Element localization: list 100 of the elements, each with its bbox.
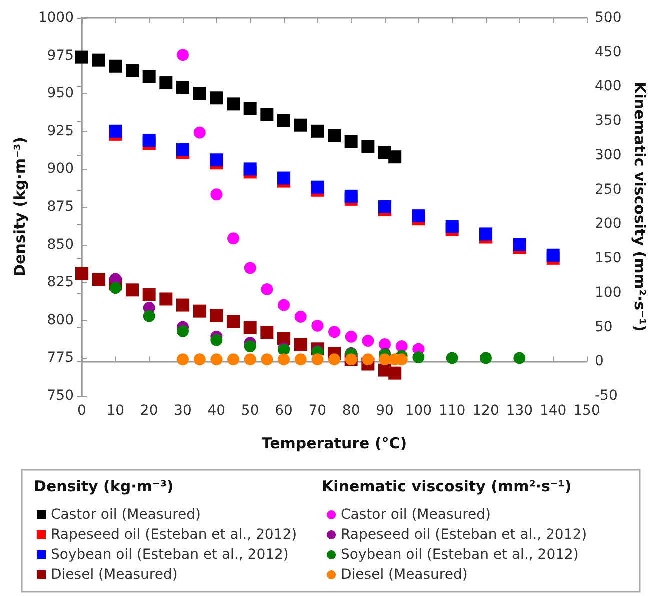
point <box>160 76 173 90</box>
point <box>210 354 223 366</box>
point <box>244 102 257 116</box>
y2-tick-label: 450 <box>595 44 622 60</box>
point <box>378 200 392 214</box>
x-tick-label: 100 <box>405 403 432 419</box>
x-tick-label: 90 <box>376 403 394 419</box>
y2-tick-label: 0 <box>595 354 604 370</box>
point <box>446 220 459 234</box>
point <box>76 50 88 64</box>
point <box>514 352 526 364</box>
y2-tick-label: 400 <box>595 78 622 95</box>
text: Kinematic viscosity (mm²·s⁻¹) <box>322 478 572 496</box>
point <box>480 352 492 364</box>
y-tick-label: 750 <box>47 388 74 404</box>
text: Density (kg·m⁻³) <box>34 478 174 496</box>
point <box>362 335 374 348</box>
y2-tick-label: 100 <box>595 284 622 301</box>
point <box>278 172 290 185</box>
point <box>278 299 290 312</box>
point <box>227 98 240 111</box>
point <box>261 283 274 296</box>
x-tick-label: 0 <box>78 403 86 419</box>
y-tick-label: 825 <box>47 274 74 291</box>
point <box>388 366 402 380</box>
point <box>177 49 189 62</box>
y-tick-label: 950 <box>47 86 74 102</box>
y-tick-label: 800 <box>47 312 74 328</box>
x-tick-label: 60 <box>275 403 293 419</box>
point <box>210 92 224 105</box>
y-tick-label: 975 <box>47 48 74 64</box>
point <box>311 180 324 194</box>
point <box>446 352 458 364</box>
point <box>344 190 358 203</box>
point <box>546 248 560 262</box>
point <box>193 87 206 100</box>
point <box>109 124 122 138</box>
point <box>362 354 374 366</box>
point <box>312 354 324 366</box>
x-tick-label: 110 <box>438 403 466 419</box>
point <box>278 332 290 346</box>
point <box>92 273 106 286</box>
point <box>210 309 224 322</box>
point <box>92 54 106 67</box>
point <box>278 354 290 366</box>
y2-tick-label: 150 <box>595 250 622 267</box>
point <box>412 352 425 364</box>
point <box>244 262 256 274</box>
point <box>228 232 240 245</box>
point <box>388 150 402 164</box>
point <box>379 354 391 366</box>
y2-axis-title: Kinematic viscosity (mm²·s⁻¹) <box>631 82 650 332</box>
y-tick-label: 875 <box>47 199 74 215</box>
point <box>513 238 526 252</box>
point <box>328 326 340 338</box>
legend-label: Rapeseed oil (Esteban et al., 2012) <box>51 527 298 543</box>
point <box>126 284 139 297</box>
point <box>244 162 257 176</box>
legend-label: Soybean oil (Esteban et al., 2012) <box>51 547 289 563</box>
point <box>176 143 190 156</box>
point <box>328 354 340 366</box>
point <box>228 354 240 366</box>
legend-label: Diesel (Measured) <box>51 567 178 583</box>
y2-tick-label: 350 <box>595 113 622 130</box>
y-tick-label: 1000 <box>38 10 74 26</box>
x-tick-label: 40 <box>208 403 226 419</box>
point <box>176 298 190 312</box>
point <box>142 288 156 302</box>
point <box>227 315 240 328</box>
point <box>261 354 274 366</box>
x-axis-title: Temperature (°C) <box>262 434 408 452</box>
point <box>210 188 223 201</box>
point <box>344 135 358 148</box>
y-axis-title: Density (kg·m⁻³) <box>10 137 29 277</box>
point <box>328 129 341 142</box>
point <box>278 114 290 128</box>
point <box>345 330 358 343</box>
x-tick-label: 20 <box>140 403 158 419</box>
point <box>126 64 139 78</box>
point <box>142 70 156 84</box>
y2-tick-label: -50 <box>595 388 618 404</box>
point <box>412 210 426 223</box>
point <box>143 310 156 322</box>
point <box>142 134 156 147</box>
point <box>193 304 206 318</box>
y2-tick-label: 50 <box>595 319 613 336</box>
y-tick-label: 900 <box>47 161 74 178</box>
point <box>244 354 256 366</box>
point <box>294 118 308 132</box>
x-tick-label: 50 <box>241 403 260 419</box>
legend-label: Soybean oil (Esteban et al., 2012) <box>341 547 579 563</box>
x-tick-label: 10 <box>106 403 125 419</box>
x-tick-label: 150 <box>574 403 600 419</box>
y-tick-label: 775 <box>47 350 74 366</box>
x-tick-label: 130 <box>506 403 534 419</box>
point <box>177 325 189 338</box>
point <box>177 354 189 366</box>
y-tick-label: 925 <box>47 123 74 140</box>
x-tick-label: 140 <box>540 403 567 419</box>
point <box>260 108 274 122</box>
